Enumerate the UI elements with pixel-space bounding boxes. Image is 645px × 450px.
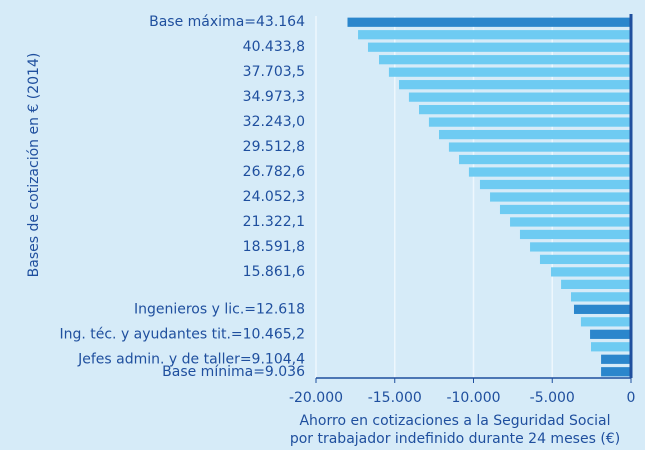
bar bbox=[573, 304, 631, 314]
y-tick-label: 26.782,6 bbox=[243, 164, 305, 180]
bar bbox=[408, 92, 631, 102]
x-tick-label: 0 bbox=[627, 390, 636, 406]
bar bbox=[519, 229, 631, 240]
bar bbox=[539, 254, 631, 265]
bar bbox=[367, 42, 631, 52]
y-tick-label: 29.512,8 bbox=[243, 139, 305, 155]
x-tick-label: -15.000 bbox=[368, 390, 422, 406]
y-tick-label: 18.591,8 bbox=[243, 239, 305, 255]
bar bbox=[601, 367, 631, 377]
y-tick-label: Jefes admin. y de taller=9.104,4 bbox=[77, 351, 305, 367]
bar bbox=[479, 179, 631, 190]
bar bbox=[490, 192, 631, 202]
y-tick-label: 37.703,5 bbox=[243, 64, 305, 80]
x-tick-label: -20.000 bbox=[289, 390, 343, 406]
y-tick-label: 24.052,3 bbox=[243, 189, 305, 205]
bar bbox=[419, 105, 631, 115]
bar bbox=[561, 279, 631, 289]
x-tick-label: -10.000 bbox=[446, 390, 500, 406]
bar bbox=[399, 80, 631, 90]
bar bbox=[580, 317, 631, 327]
y-tick-label: 34.973,3 bbox=[243, 89, 305, 105]
bar bbox=[379, 55, 631, 65]
y-tick-label: 32.243,0 bbox=[243, 114, 305, 130]
bar bbox=[428, 117, 631, 127]
bar bbox=[468, 167, 631, 177]
bar bbox=[499, 204, 631, 215]
y-tick-label: Ing. téc. y ayudantes tit.=10.465,2 bbox=[59, 326, 305, 342]
y-tick-label: Base mínima=9.036 bbox=[162, 364, 305, 380]
y-tick-label: 40.433,8 bbox=[243, 39, 305, 55]
bar bbox=[388, 67, 631, 77]
x-tick-label: -5.000 bbox=[530, 390, 575, 406]
y-tick-label: Base máxima=43.164 bbox=[149, 14, 305, 30]
x-axis-label: Ahorro en cotizaciones a la Seguridad So… bbox=[299, 413, 610, 429]
bar bbox=[448, 142, 631, 152]
bar bbox=[590, 342, 631, 352]
bar bbox=[530, 242, 631, 252]
bar bbox=[570, 292, 631, 302]
bar bbox=[510, 217, 631, 227]
y-tick-label: 15.861,6 bbox=[243, 264, 305, 280]
bar bbox=[439, 129, 631, 140]
bar bbox=[590, 329, 631, 339]
bar bbox=[550, 267, 631, 277]
bar bbox=[601, 354, 631, 364]
x-axis-label: por trabajador indefinido durante 24 mes… bbox=[290, 431, 620, 447]
bar bbox=[347, 17, 631, 27]
y-tick-label: Ingenieros y lic.=12.618 bbox=[134, 301, 305, 317]
bar bbox=[459, 154, 631, 165]
y-axis-label: Bases de cotización en € (2014) bbox=[26, 53, 42, 278]
bar bbox=[358, 30, 631, 40]
y-tick-label: 21.322,1 bbox=[243, 214, 305, 230]
